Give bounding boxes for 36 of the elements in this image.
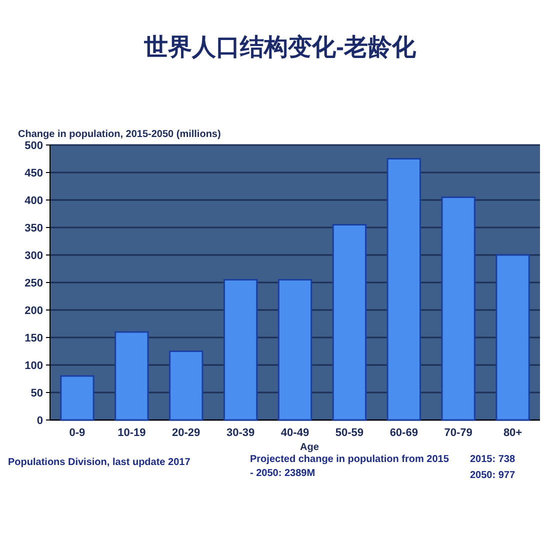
bar	[223, 279, 258, 421]
y-tick-label: 350	[24, 222, 43, 234]
x-axis-title: Age	[300, 442, 320, 453]
y-tick-label: 250	[24, 278, 43, 290]
bar	[496, 254, 530, 421]
text: Populations Division, last update 2017	[8, 457, 191, 468]
x-tick-label: 0-9	[69, 427, 86, 439]
text: 2015: 738	[470, 454, 516, 465]
y-tick-label: 500	[24, 140, 43, 152]
text: 2050: 977	[470, 470, 516, 481]
y-tick-label: 150	[24, 332, 43, 344]
y-tick-label: 0	[36, 415, 43, 427]
x-tick-label: 70-79	[444, 427, 472, 439]
x-tick-label: 80+	[503, 427, 522, 439]
bar	[441, 196, 476, 421]
bar	[332, 224, 367, 421]
x-tick-label: 10-19	[118, 427, 146, 439]
chart-title: 世界人口结构变化-老龄化	[143, 34, 417, 61]
y-tick-label: 400	[24, 195, 43, 207]
bar	[386, 158, 421, 421]
y-axis-title: Change in population, 2015-2050 (millions)	[18, 129, 221, 140]
y-tick-label: 50	[30, 388, 43, 400]
x-tick-label: 60-69	[390, 427, 418, 439]
y-tick-label: 300	[24, 250, 43, 262]
x-tick-label: 40-49	[280, 427, 310, 439]
y-tick-label: 200	[24, 305, 43, 317]
y-tick-label: 100	[24, 360, 43, 372]
bar	[60, 375, 94, 421]
bar	[114, 331, 149, 421]
y-tick-label: 450	[24, 168, 43, 180]
x-tick-label: 30-39	[226, 427, 255, 439]
text: Projected change in population from 2015 - 2050: 2389M	[250, 454, 450, 479]
x-tick-label: 50-59	[335, 427, 364, 439]
x-tick-label: 20-29	[172, 427, 200, 439]
bar	[278, 279, 312, 421]
bar	[169, 350, 204, 421]
